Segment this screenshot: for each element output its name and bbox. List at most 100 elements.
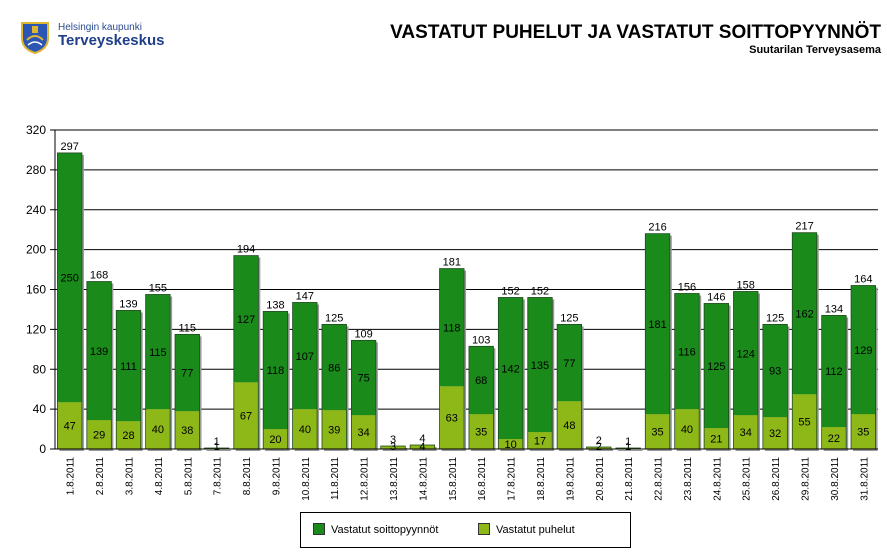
total-label: 216 xyxy=(648,222,666,234)
legend-item-puhelut: Vastatut puhelut xyxy=(478,523,575,536)
x-tick-label: 20.8.2011 xyxy=(595,457,606,501)
bar-soittopyynnot xyxy=(292,302,318,410)
logo-org-name: Terveyskeskus xyxy=(58,32,165,49)
bar-soittopyynnot xyxy=(233,255,259,383)
x-tick-label: 17.8.2011 xyxy=(507,457,518,501)
y-tick-label-320: 320 xyxy=(26,123,46,137)
total-label: 158 xyxy=(737,279,755,291)
logo-city-name: Helsingin kaupunki xyxy=(58,22,142,33)
x-tick-label: 8.8.2011 xyxy=(242,457,253,496)
bar-soittopyynnot xyxy=(439,268,465,387)
bar-soittopyynnot xyxy=(557,324,582,402)
soittopyynnot-value-label: 111 xyxy=(120,361,137,373)
puhelut-value-label: 55 xyxy=(798,417,810,429)
total-label: 125 xyxy=(325,312,343,324)
soittopyynnot-value-label: 112 xyxy=(825,366,843,378)
y-tick-label-80: 80 xyxy=(33,362,47,376)
bar-soittopyynnot xyxy=(468,346,494,415)
chart-subtitle: Suutarilan Terveysasema xyxy=(749,44,881,56)
x-tick-label: 24.8.2011 xyxy=(712,457,723,501)
x-tick-label: 19.8.2011 xyxy=(565,457,576,501)
puhelut-value-label: 35 xyxy=(651,427,663,439)
x-tick-label: 23.8.2011 xyxy=(683,457,694,501)
x-tick-label: 5.8.2011 xyxy=(183,457,194,496)
puhelut-value-label: 38 xyxy=(181,425,193,437)
bar-soittopyynnot xyxy=(263,311,288,430)
soittopyynnot-value-label: 124 xyxy=(737,348,755,360)
x-tick-label: 7.8.2011 xyxy=(213,457,224,496)
puhelut-value-label: 63 xyxy=(446,413,458,425)
total-label: 4 xyxy=(419,433,425,445)
bar-soittopyynnot xyxy=(704,303,729,429)
x-tick-label: 9.8.2011 xyxy=(271,457,282,496)
soittopyynnot-value-label: 162 xyxy=(795,308,813,320)
total-label: 138 xyxy=(266,299,284,311)
y-tick-label-280: 280 xyxy=(26,163,46,177)
bar-puhelut xyxy=(498,439,523,449)
total-label: 1 xyxy=(625,436,631,448)
legend-swatch-soittopyynnot xyxy=(313,523,325,535)
total-label: 155 xyxy=(149,282,167,294)
bar-puhelut xyxy=(792,394,817,449)
bar-shadow xyxy=(382,448,408,451)
total-label: 125 xyxy=(766,312,784,324)
soittopyynnot-value-label: 118 xyxy=(267,365,285,377)
stacked-bar-chart: 2972504716813929139111281551154011577381… xyxy=(26,123,878,501)
legend-swatch-puhelut xyxy=(478,523,490,535)
bar-soittopyynnot xyxy=(57,152,82,403)
bar-soittopyynnot xyxy=(145,294,171,410)
x-tick-label: 11.8.2011 xyxy=(330,457,341,500)
chart-title: VASTATUT PUHELUT JA VASTATUT SOITTOPYYNN… xyxy=(390,22,881,43)
x-tick-label: 29.8.2011 xyxy=(801,457,812,501)
y-tick-label-200: 200 xyxy=(26,243,46,257)
bar-puhelut xyxy=(175,411,200,449)
total-label: 164 xyxy=(854,274,872,286)
city-crest-icon xyxy=(21,22,49,54)
bar-puhelut xyxy=(762,417,788,449)
x-tick-label: 12.8.2011 xyxy=(360,457,371,501)
bar-soittopyynnot xyxy=(762,324,788,418)
puhelut-value-label: 40 xyxy=(299,424,311,436)
y-tick-label-40: 40 xyxy=(33,402,47,416)
puhelut-value-label: 35 xyxy=(857,427,869,439)
bar-puhelut xyxy=(351,415,376,449)
soittopyynnot-value-label: 181 xyxy=(648,319,666,331)
x-tick-label: 3.8.2011 xyxy=(124,457,135,496)
x-tick-label: 4.8.2011 xyxy=(154,457,165,496)
total-label: 217 xyxy=(795,221,813,233)
soittopyynnot-value-label: 129 xyxy=(854,345,872,357)
puhelut-value-label: 2 xyxy=(596,441,602,453)
soittopyynnot-value-label: 127 xyxy=(237,314,255,326)
x-tick-label: 1.8.2011 xyxy=(66,457,77,496)
bar-soittopyynnot xyxy=(821,315,847,428)
bar-soittopyynnot xyxy=(321,324,347,411)
soittopyynnot-value-label: 142 xyxy=(501,363,519,375)
bar-puhelut xyxy=(468,414,494,449)
puhelut-value-label: 35 xyxy=(475,427,487,439)
soittopyynnot-value-label: 86 xyxy=(328,362,340,374)
x-tick-label: 26.8.2011 xyxy=(771,457,782,501)
bar-puhelut xyxy=(557,401,582,449)
bar-puhelut xyxy=(145,409,171,449)
x-tick-label: 2.8.2011 xyxy=(95,457,106,496)
x-tick-label: 13.8.2011 xyxy=(389,457,400,501)
soittopyynnot-value-label: 139 xyxy=(90,346,108,358)
total-label: 152 xyxy=(531,285,549,297)
bar-soittopyynnot xyxy=(645,233,670,415)
soittopyynnot-value-label: 118 xyxy=(443,322,461,334)
total-label: 3 xyxy=(390,434,396,446)
bar-puhelut xyxy=(116,421,141,449)
total-label: 115 xyxy=(178,322,196,334)
puhelut-value-label: 34 xyxy=(358,427,370,439)
bar-puhelut xyxy=(57,402,82,449)
bar-puhelut xyxy=(733,415,758,449)
total-label: 181 xyxy=(443,257,461,269)
legend-label-puhelut: Vastatut puhelut xyxy=(496,524,575,536)
bar-puhelut xyxy=(292,409,318,449)
soittopyynnot-value-label: 93 xyxy=(769,366,781,378)
bar-soittopyynnot xyxy=(86,281,112,421)
x-tick-label: 25.8.2011 xyxy=(742,457,753,501)
total-label: 2 xyxy=(596,435,602,447)
puhelut-value-label: 47 xyxy=(64,421,76,433)
soittopyynnot-value-label: 115 xyxy=(149,347,167,359)
